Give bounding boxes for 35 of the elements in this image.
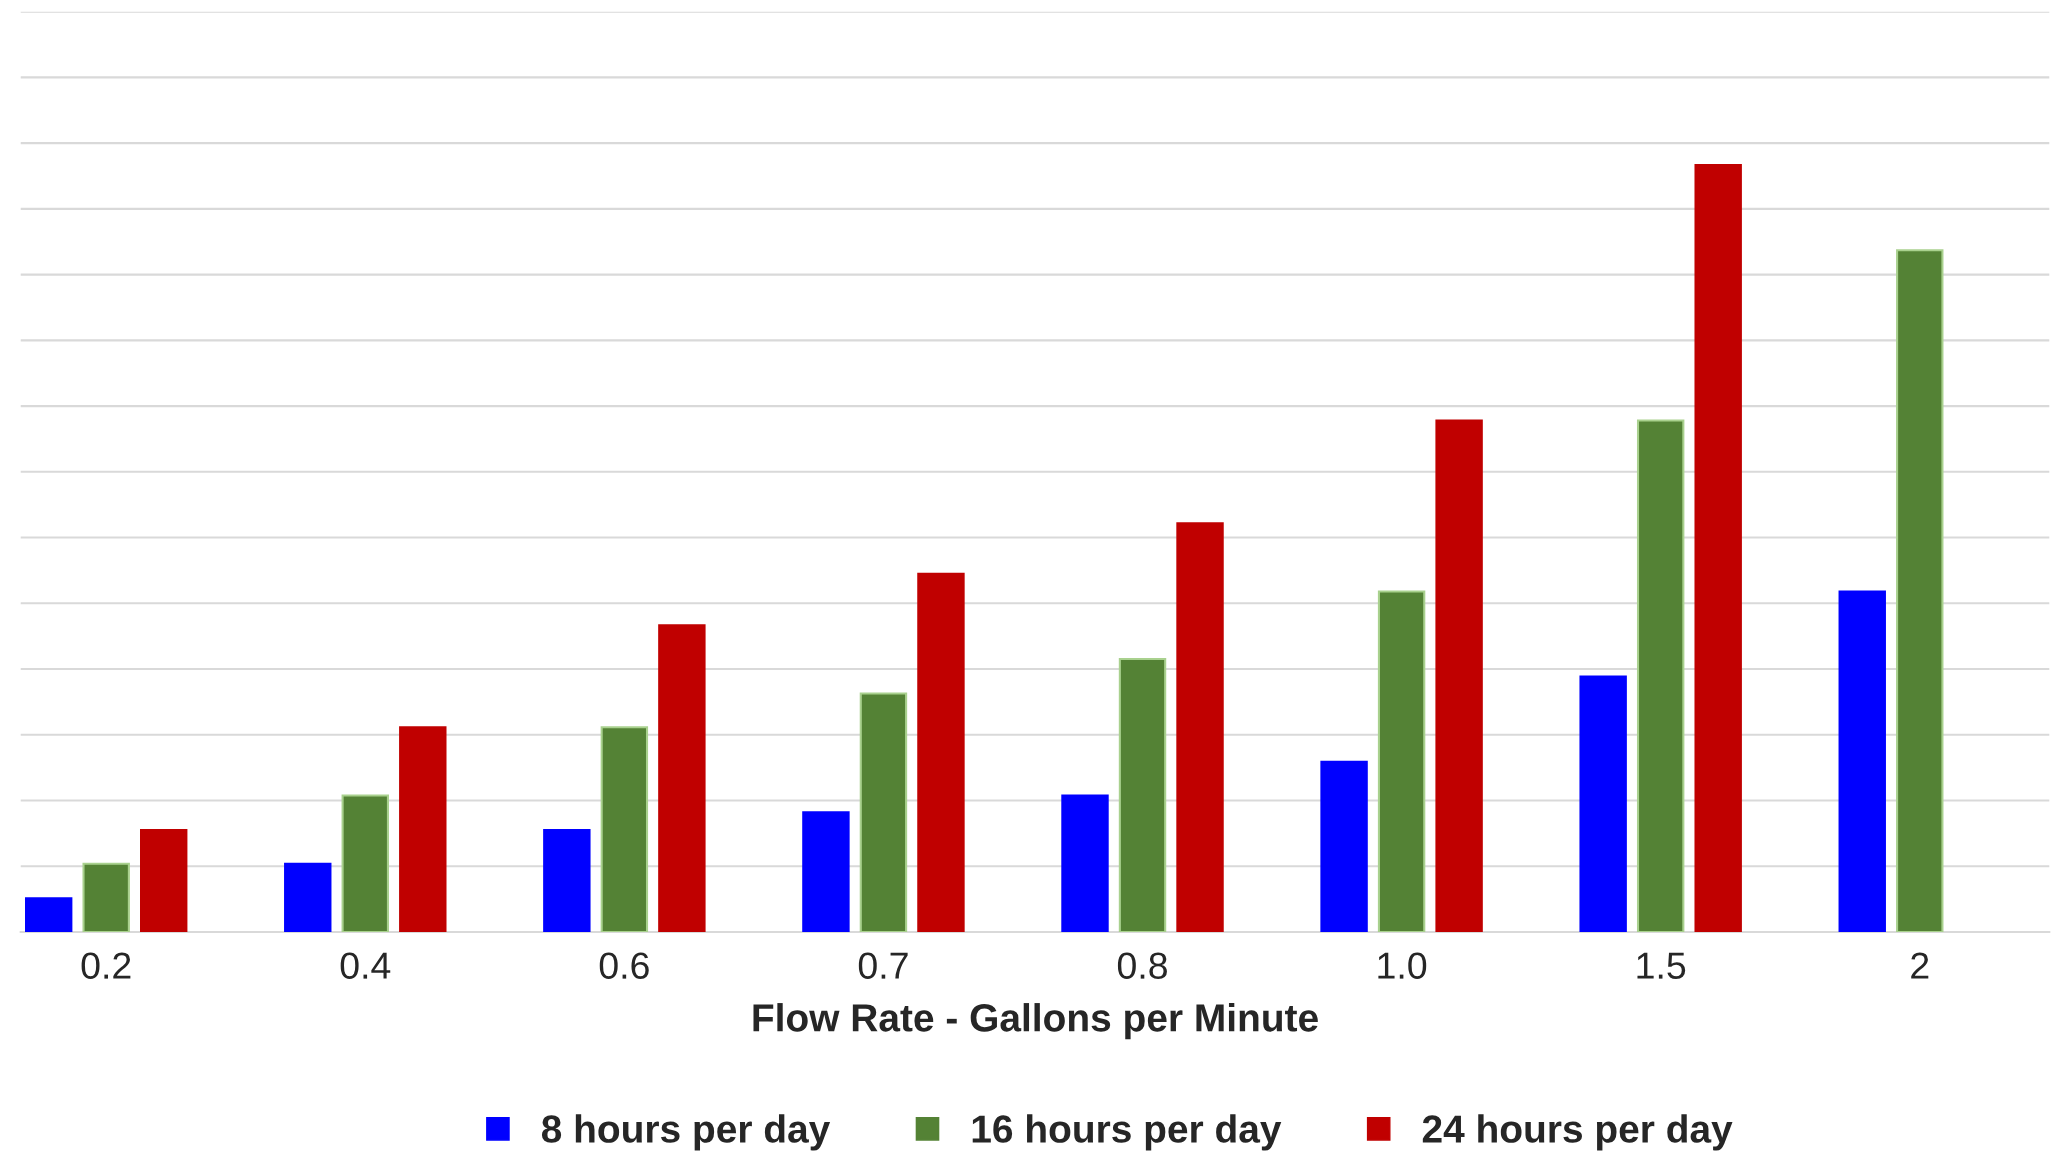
legend-label: 24 hours per day	[1422, 1114, 1733, 1151]
bar	[1579, 675, 1627, 932]
x-tick-label: 2	[1911, 952, 1929, 979]
bar	[802, 811, 850, 932]
bar	[1636, 419, 1685, 932]
bar	[24, 897, 73, 932]
bar	[82, 862, 130, 932]
x-tick-label: 1.0	[1378, 952, 1427, 979]
bar	[284, 862, 332, 932]
bar	[399, 726, 447, 932]
bar	[1838, 590, 1886, 932]
bar	[341, 794, 389, 932]
bar	[1694, 164, 1742, 932]
x-tick-label: 1.5	[1637, 952, 1686, 979]
bar	[1377, 590, 1426, 932]
x-tick-label: 0.7	[858, 952, 908, 979]
bar	[917, 572, 965, 932]
bar	[1176, 522, 1224, 932]
bar	[1435, 419, 1483, 932]
bar	[859, 692, 908, 932]
bar	[1061, 794, 1109, 932]
bar	[1118, 657, 1167, 932]
bar	[1896, 249, 1944, 932]
x-axis-title: Flow Rate - Gallons per Minute	[753, 1003, 1318, 1040]
bar	[1320, 760, 1368, 932]
bar	[600, 726, 649, 932]
bar	[140, 828, 188, 932]
bar	[543, 828, 591, 932]
x-tick-label: 0.8	[1117, 952, 1167, 979]
x-tick-label: 0.4	[340, 952, 391, 979]
x-tick-label: 0.2	[81, 952, 131, 979]
legend-label: 8 hours per day	[541, 1114, 831, 1151]
x-tick-label: 0.6	[599, 952, 649, 979]
bar	[658, 624, 706, 932]
legend-label: 16 hours per day	[972, 1114, 1282, 1151]
